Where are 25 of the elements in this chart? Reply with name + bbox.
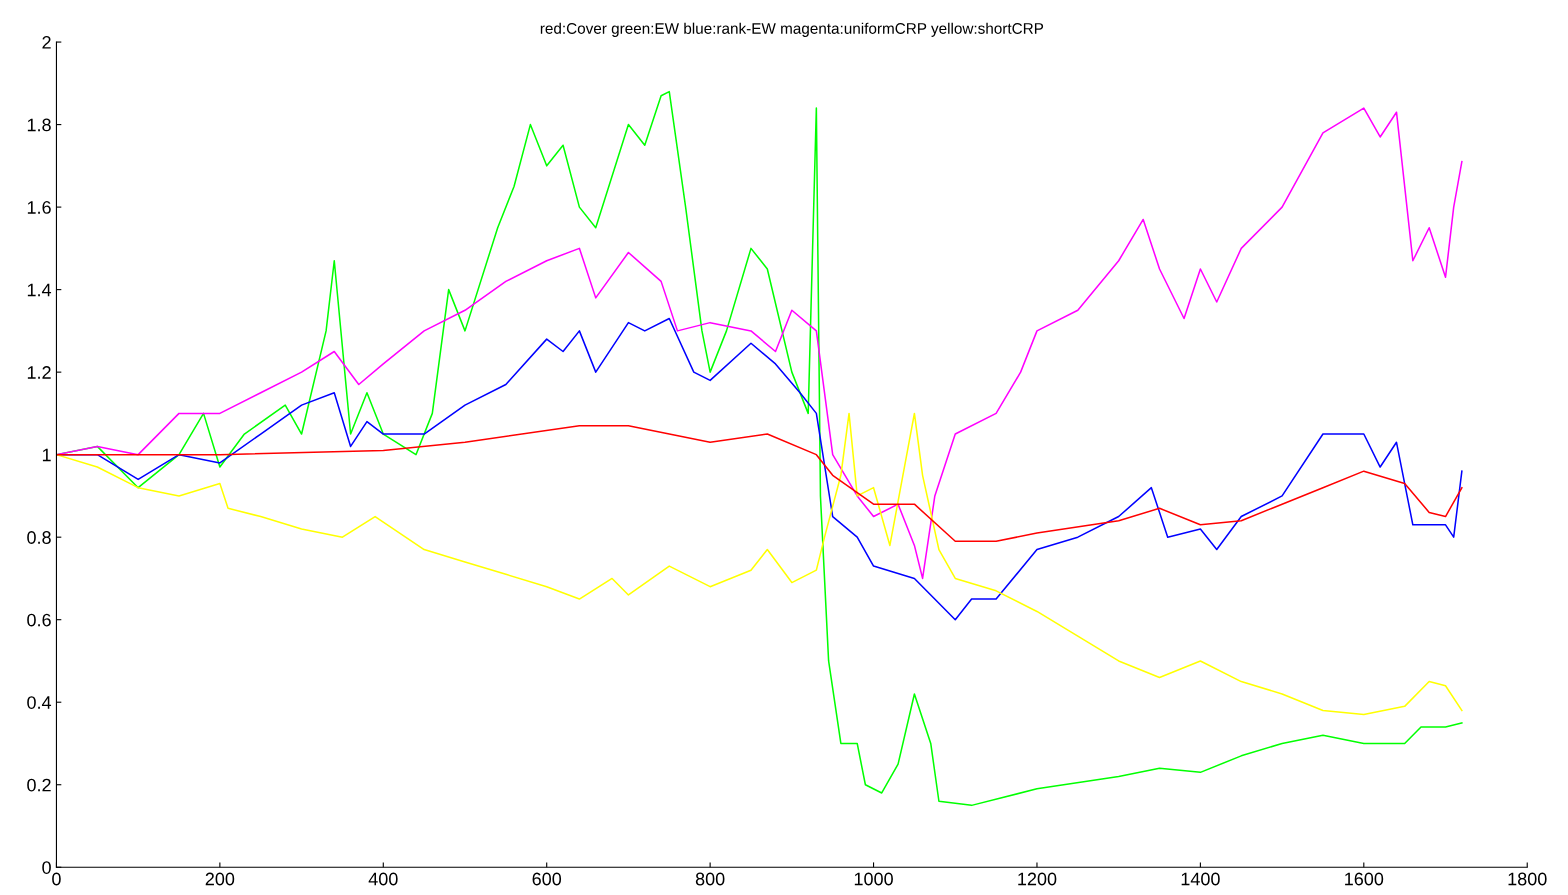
line-series [56,412,1463,716]
x-tick-label: 800 [695,872,725,886]
y-tick-label: 1.4 [27,283,52,297]
x-tick-label: 1200 [1018,872,1057,886]
line-series [56,425,1463,543]
chart-title: red:Cover green:EW blue:rank-EW magenta:uniformCRP yellow:shortCRP [540,22,1044,37]
y-tick-label: 1.2 [27,366,51,379]
x-tick-label: 1600 [1345,872,1384,886]
x-tick-label: 200 [205,872,235,886]
y-tick-label: 1 [42,448,51,462]
y-tick-label: 0.4 [27,696,52,709]
y-tick-label: 0 [42,861,51,874]
y-tick-label: 2 [42,36,51,49]
x-tick-label: 1400 [1181,872,1220,886]
x-tick-label: 600 [532,872,562,886]
y-tick-label: 0.2 [27,778,51,792]
y-tick-label: 1.6 [27,201,51,214]
x-tick-label: 1000 [854,872,893,886]
x-tick-label: 1800 [1508,872,1547,886]
y-tick-label: 0.8 [27,531,51,544]
line-series [56,107,1463,580]
y-tick-label: 1.8 [27,118,51,132]
x-tick-label: 0 [52,872,61,886]
y-tick-label: 0.6 [27,613,51,627]
x-tick-label: 400 [368,872,398,886]
